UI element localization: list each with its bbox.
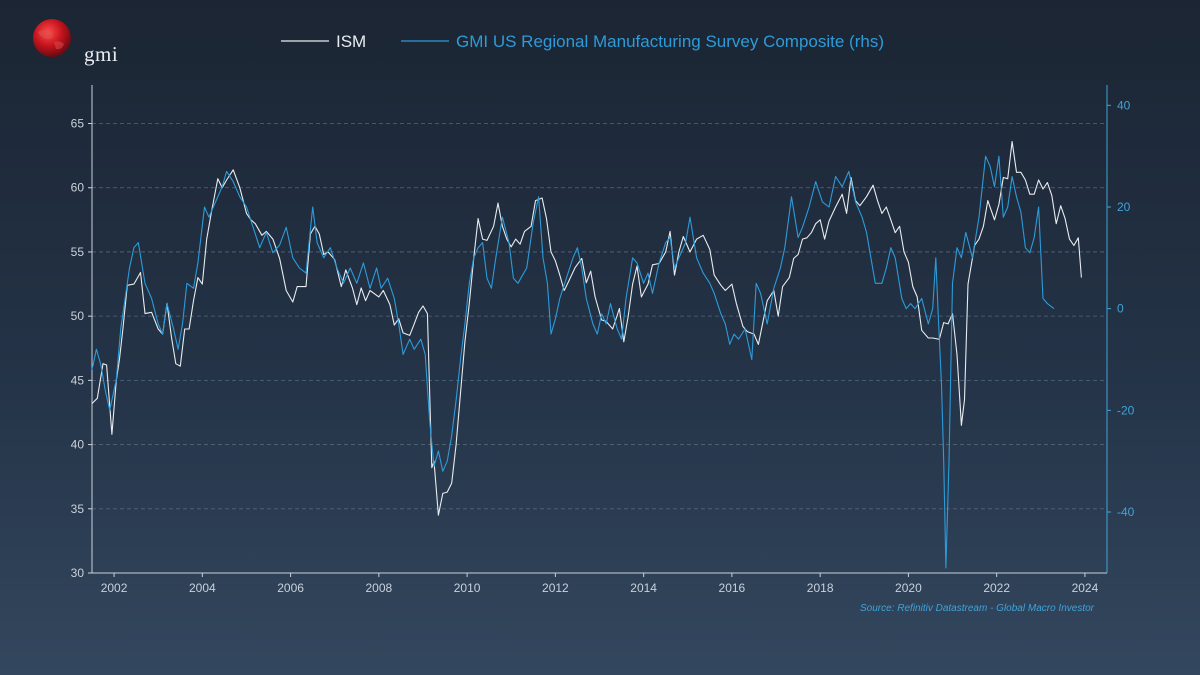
x-tick-label: 2016 (719, 581, 746, 595)
globe-icon (33, 19, 71, 57)
x-tick-label: 2014 (630, 581, 657, 595)
y-left-tick-label: 40 (71, 438, 85, 452)
legend-label-ism: ISM (336, 32, 366, 51)
y-left-tick-label: 65 (71, 117, 85, 131)
x-tick-label: 2022 (983, 581, 1010, 595)
legend-label-gmi: GMI US Regional Manufacturing Survey Com… (456, 32, 884, 51)
x-tick-label: 2024 (1072, 581, 1099, 595)
x-tick-label: 2002 (101, 581, 128, 595)
x-tick-label: 2018 (807, 581, 834, 595)
x-tick-label: 2008 (365, 581, 392, 595)
x-tick-label: 2010 (454, 581, 481, 595)
y-right-tick-label: 0 (1117, 302, 1124, 316)
x-tick-label: 2012 (542, 581, 569, 595)
series-line-ism (91, 140, 1082, 516)
y-left-tick-label: 30 (71, 566, 85, 580)
x-tick-label: 2020 (895, 581, 922, 595)
x-tick-label: 2004 (189, 581, 216, 595)
y-right-tick-label: 40 (1117, 98, 1131, 112)
logo-text: gmi (84, 42, 119, 66)
y-left-tick-label: 60 (71, 181, 85, 195)
y-right-tick-label: 20 (1117, 200, 1131, 214)
y-right-tick-label: -20 (1117, 403, 1135, 417)
source-note: Source: Refinitiv Datastream - Global Ma… (860, 603, 1094, 614)
x-tick-label: 2006 (277, 581, 304, 595)
y-left-tick-label: 35 (71, 502, 85, 516)
gmi-logo: gmi (30, 16, 118, 66)
y-right-tick-label: -40 (1117, 505, 1135, 519)
y-left-tick-label: 55 (71, 245, 85, 259)
y-left-tick-label: 45 (71, 373, 85, 387)
series-line-gmi (91, 155, 1055, 569)
y-left-tick-label: 50 (71, 309, 85, 323)
